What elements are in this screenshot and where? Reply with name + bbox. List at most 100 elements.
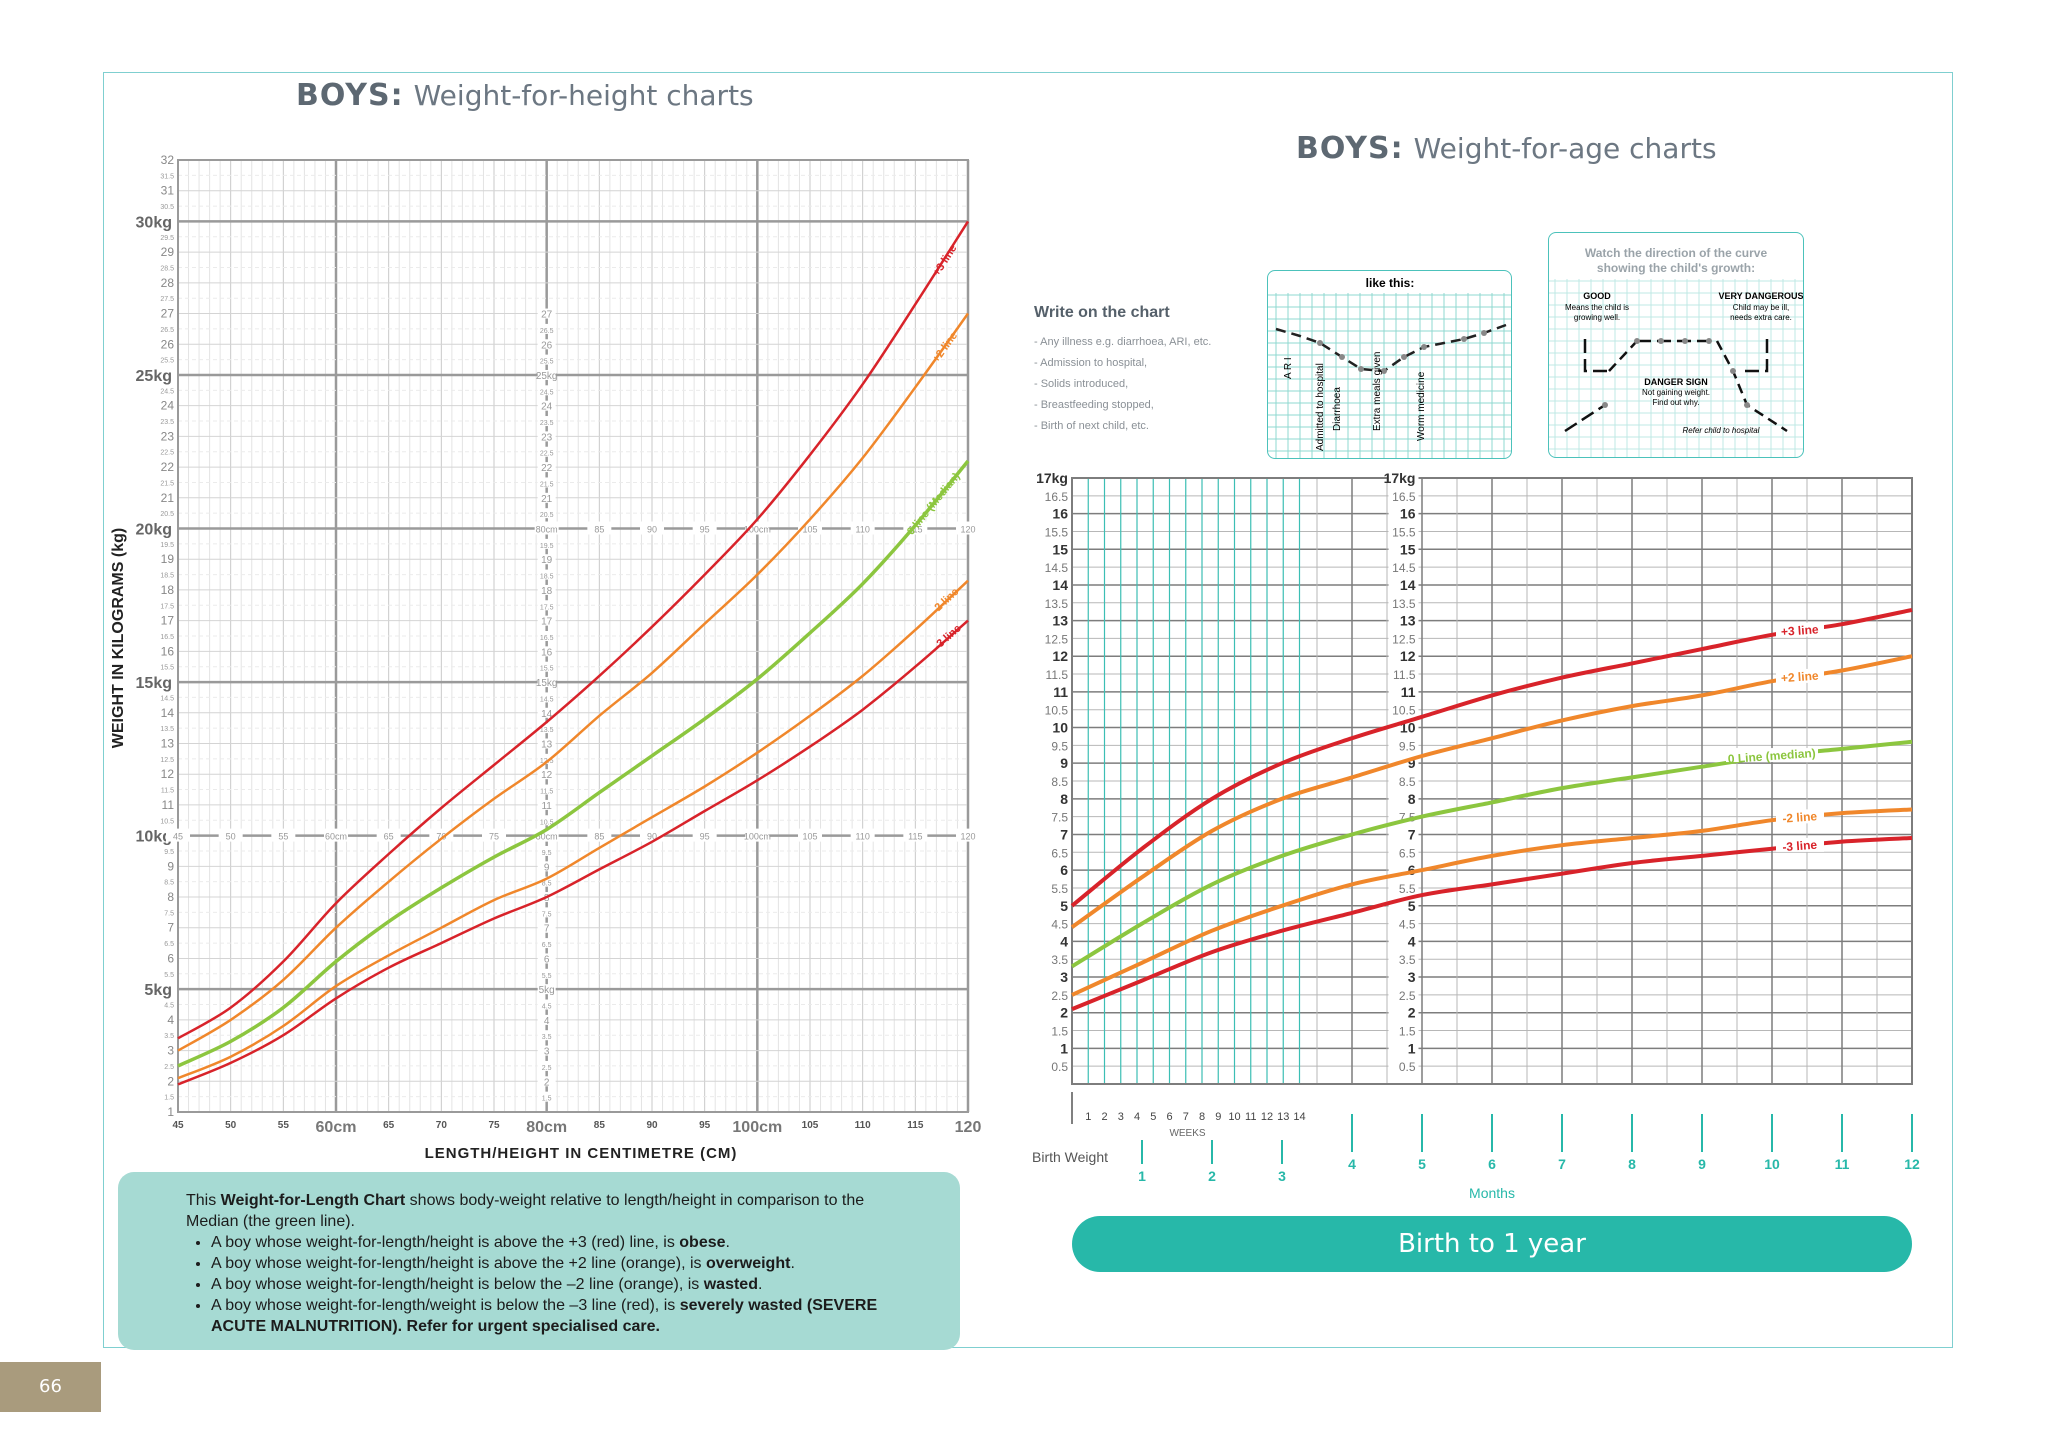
wfa-month-label: 11: [1835, 1156, 1850, 1172]
wfh-x-label: 50: [225, 1120, 237, 1131]
wfa-series-label: -3 line: [1782, 838, 1818, 854]
good-text-1: Means the child is: [1565, 303, 1629, 312]
wfa-y-label: 15.5: [1045, 525, 1069, 539]
wfa-y-label: 4.5: [1051, 918, 1068, 932]
watch-heading-1: Watch the direction of the curve: [1585, 246, 1768, 260]
wfh-y-label: 8: [167, 890, 174, 904]
wfa-y-label: 6: [1060, 862, 1068, 878]
wfh-y-label: 7: [167, 921, 174, 935]
wfh-inner-row-label: 90: [647, 832, 657, 842]
wfa-y-label: 11: [1053, 684, 1068, 700]
wfh-y-label: 12: [161, 767, 175, 781]
wfh-y-label: 9: [167, 859, 174, 873]
wfh-y-half-label: 16.5: [160, 634, 174, 641]
wfh-inner-col-label: 12: [541, 770, 553, 781]
wfh-grid: [177, 159, 970, 1113]
write-item: - Admission to hospital,: [1034, 357, 1148, 369]
wfh-y-label: 26: [161, 337, 175, 351]
wfh-y-label: 17: [161, 614, 175, 628]
wfa-y-label: 5.5: [1051, 882, 1068, 896]
wfa-series-label: +3 line: [1780, 622, 1819, 639]
wfa-month-label: 9: [1698, 1156, 1706, 1172]
wfa-y-label: 5: [1060, 898, 1068, 914]
wfa-y-inner-label: 9: [1408, 755, 1416, 771]
wfh-inner-col-label: 24.5: [540, 389, 554, 396]
example-label: Diarrhoea: [1332, 387, 1343, 431]
wfa-series-label: 0 Line (median): [1727, 746, 1816, 766]
wfh-y-half-label: 15.5: [160, 665, 174, 672]
wfh-x-label: 65: [383, 1120, 395, 1131]
wfh-inner-col-label: 18.5: [540, 574, 554, 581]
write-item: - Any illness e.g. diarrhoea, ARI, etc.: [1034, 336, 1212, 348]
wfh-y-half-label: 30.5: [160, 204, 174, 211]
wfh-y-label: 24: [161, 399, 175, 413]
wfa-y-label: 1: [1060, 1040, 1068, 1056]
note-list: A boy whose weight-for-length/height is …: [186, 1232, 920, 1337]
wfh-inner-col-label: 5kg: [539, 985, 555, 996]
note-item: A boy whose weight-for-length/height is …: [211, 1253, 920, 1274]
wfh-y-label: 13: [161, 736, 175, 750]
wfh-x-major-label: 120: [955, 1119, 982, 1136]
example-label: Admitted to hospital: [1315, 363, 1326, 451]
wfh-inner-col-label: 15kg: [536, 678, 558, 689]
wfa-weeks-title: WEEKS: [1169, 1128, 1205, 1139]
wfa-y-inner-label: 13.5: [1392, 597, 1416, 611]
wfa-month-label: 7: [1558, 1156, 1566, 1172]
wfh-inner-col-label: 11: [541, 801, 552, 812]
wfa-week-label: 13: [1277, 1111, 1289, 1123]
wfh-y-label: 29: [161, 245, 175, 259]
note-item: A boy whose weight-for-length/height is …: [211, 1274, 920, 1295]
wfh-inner-row-label: 105: [802, 832, 817, 842]
wfa-month-label: 2: [1208, 1168, 1216, 1184]
wfa-y-inner-label: 11.5: [1393, 668, 1416, 682]
wfa-y-inner-label: 5.5: [1399, 882, 1416, 896]
wfa-week-label: 3: [1118, 1111, 1124, 1123]
wfa-y-inner-label: 6.5: [1399, 846, 1416, 860]
wfh-inner-col-label: 1.5: [542, 1096, 552, 1103]
wfh-inner-row-label: 60cm: [325, 832, 347, 842]
wfh-inner-col-label: 25kg: [536, 371, 558, 382]
wfh-inner-col-label: 15.5: [540, 666, 554, 673]
wfa-y-inner-label: 16.5: [1392, 490, 1416, 504]
example-grid: like this: A R I Admitted to hospital Di…: [1268, 276, 1511, 458]
wfa-y-inner-label: 11: [1401, 684, 1416, 700]
wfa-y-label: 11.5: [1046, 668, 1069, 682]
wfh-inner-col-label: 7.5: [542, 911, 552, 918]
wfa-y-inner-label: 5: [1408, 898, 1416, 914]
wfa-y-label: 12.5: [1045, 632, 1069, 646]
wfh-y-half-label: 27.5: [160, 296, 174, 303]
wfh-inner-col-label: 16.5: [540, 635, 554, 642]
wfa-series-label: +2 line: [1780, 669, 1819, 686]
wfa-y-label: 13.5: [1045, 597, 1069, 611]
wfh-y-major-label: 5kg: [144, 982, 172, 999]
watch-box: Watch the direction of the curve showing…: [1548, 232, 1804, 458]
wfa-y-inner-label: 4: [1408, 933, 1416, 949]
wfh-y-label: 31: [161, 184, 175, 198]
wfa-y-label: 10.5: [1045, 704, 1069, 718]
wfh-inner-row-label: 120: [960, 832, 975, 842]
wfa-series-line: [1070, 607, 1913, 908]
wfh-inner-col-label: 3.5: [542, 1034, 552, 1041]
wfa-y-inner-label: 13: [1400, 613, 1416, 629]
wfh-inner-col-label: 13: [541, 739, 553, 750]
wfh-y-half-label: 13.5: [160, 726, 174, 733]
wfh-inner-row-label: 115: [908, 832, 922, 842]
wfa-y-label: 9: [1060, 755, 1068, 771]
wfh-series-line: [177, 459, 970, 1068]
wfa-y-inner-label: 3.5: [1399, 953, 1416, 967]
wfa-series-line: [1070, 654, 1913, 929]
wfh-inner-col-label: 5.5: [542, 973, 552, 980]
wfa-y-inner-label: 4.5: [1399, 918, 1416, 932]
write-item: - Solids introduced,: [1034, 378, 1129, 390]
wfh-inner-row-label: 75: [489, 832, 499, 842]
wfh-inner-row-label: 120: [960, 525, 975, 535]
write-item: - Birth of next child, etc.: [1034, 420, 1149, 432]
wfa-week-label: 12: [1261, 1111, 1273, 1123]
wfh-y-half-label: 23.5: [160, 419, 174, 426]
wfa-y-label: 16: [1052, 506, 1068, 522]
wfh-inner-row-label: 100cm: [744, 525, 771, 535]
wfa-y-label: 2.5: [1051, 989, 1068, 1003]
wfh-inner-col-label: 6.5: [542, 942, 552, 949]
wfh-inner-row-label: 100cm: [744, 832, 771, 842]
wfh-inner-row-label: 70: [436, 832, 446, 842]
